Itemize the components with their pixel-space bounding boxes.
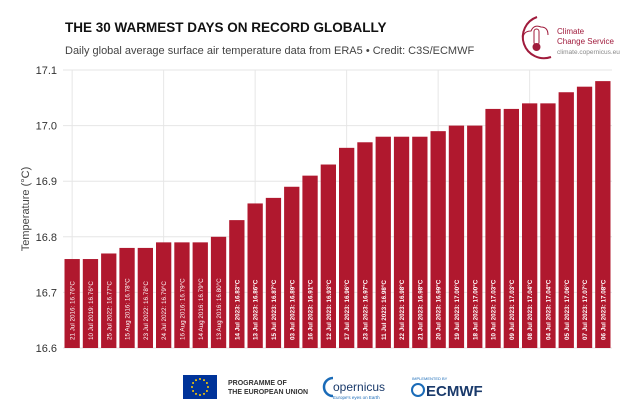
bar-data-label: 20 Jul 2023: 16.99°C <box>435 279 443 340</box>
bar <box>467 125 483 348</box>
bar <box>192 242 208 348</box>
eu-star-icon <box>195 379 197 382</box>
bar-data-label: 16 Aug 2016: 16.79°C <box>178 278 186 340</box>
bar-data-label: 06 Jul 2023: 17.08°C <box>599 279 607 340</box>
bar <box>137 247 153 348</box>
eu-star-icon <box>203 379 205 382</box>
bar-data-label: 24 Jul 2022: 16.79°C <box>160 281 168 340</box>
bar-data-label: 23 Jul 2023: 16.97°C <box>361 279 369 340</box>
bar-data-label: 16 Jul 2023: 16.91°C <box>307 279 315 340</box>
bar-data-label: 19 Jul 2023: 17.00°C <box>453 279 461 340</box>
bar <box>339 147 355 348</box>
bar <box>265 197 282 348</box>
bar-data-label: 18 Jul 2023: 17.00°C <box>471 279 479 340</box>
bar-data-label: 22 Jul 2023: 16.98°C <box>398 279 406 340</box>
bar-data-label: 17 Jul 2023: 16.96°C <box>343 279 351 340</box>
eu-text: PROGRAMME OF <box>228 380 287 387</box>
eu-text: THE EUROPEAN UNION <box>228 389 308 396</box>
bar-data-label: 21 Jul 2016: 16.76°C <box>69 281 77 340</box>
ecmwf-logo-icon <box>411 383 425 397</box>
bar <box>540 103 556 348</box>
ecmwf-text: ECMWF <box>426 383 483 400</box>
bar-data-label: 13 Aug 2016: 16.80°C <box>215 278 223 340</box>
bar-data-label: 23 Jul 2022: 16.78°C <box>142 281 150 340</box>
y-tick-label: 16.7 <box>36 287 57 299</box>
bar-data-label: 09 Jul 2023: 17.03°C <box>508 279 516 340</box>
eu-star-icon <box>195 392 197 395</box>
bar <box>210 236 227 348</box>
bar <box>247 203 263 348</box>
logo-text: Climate <box>557 27 585 36</box>
bar <box>412 136 428 348</box>
bar-chart: 21 Jul 2016: 16.76°C 10 Jul 2019: 16.76°C… <box>20 65 612 355</box>
eu-star-icon <box>205 390 208 392</box>
bar-data-label: 08 Jul 2023: 17.04°C <box>526 279 534 340</box>
bar-data-label: 15 Aug 2016: 16.78°C <box>124 278 132 340</box>
bar <box>576 86 593 349</box>
bar-data-label: 07 Jul 2023: 17.07°C <box>581 279 589 340</box>
eu-star-icon <box>192 382 195 384</box>
bar <box>174 242 190 348</box>
copernicus-tagline: Europe's eyes on Earth <box>333 395 380 400</box>
eu-star-icon <box>203 392 205 395</box>
bar <box>156 242 172 348</box>
bar <box>503 108 519 348</box>
bar <box>101 253 117 348</box>
bar <box>284 186 300 348</box>
y-tick-label: 16.9 <box>36 176 57 188</box>
bar <box>558 92 574 349</box>
bar-data-label: 14 Aug 2016: 16.79°C <box>197 278 205 340</box>
y-tick-label: 17.1 <box>36 65 57 77</box>
bar <box>229 220 245 348</box>
bar-data-label: 12 Jul 2023: 16.93°C <box>325 279 333 340</box>
bar <box>119 247 135 348</box>
bar <box>595 81 611 349</box>
chart-subtitle: Daily global average surface air tempera… <box>65 45 475 57</box>
bar <box>375 136 391 348</box>
bar <box>393 136 410 348</box>
eu-star-icon <box>199 394 201 396</box>
y-tick-label: 16.6 <box>36 343 57 355</box>
bar-data-label: 25 Jul 2022: 16.77°C <box>105 281 113 340</box>
bar <box>357 142 373 348</box>
bar <box>485 108 501 348</box>
logo-text: Change Service <box>557 37 614 46</box>
logo-url: climate.copernicus.eu <box>557 49 620 56</box>
c3s-logo: Climate Change Service climate.copernicu… <box>515 13 635 63</box>
bar-data-label: 11 Jul 2023: 16.98°C <box>380 280 388 340</box>
copernicus-logo-icon <box>322 376 334 398</box>
bar <box>64 259 80 348</box>
y-tick-label: 17.0 <box>36 121 57 133</box>
eu-star-icon <box>207 386 209 388</box>
bar <box>82 259 99 348</box>
bar-data-label: 03 Jul 2023: 16.89°C <box>288 279 296 340</box>
eu-star-icon <box>205 382 208 384</box>
bar <box>448 125 465 348</box>
bar-data-label: 13 Jul 2023: 16.86°C <box>252 279 260 340</box>
bar-data-label: 04 Jul 2023: 17.04°C <box>544 279 552 340</box>
eu-star-icon <box>199 378 201 380</box>
eu-star-icon <box>192 390 195 392</box>
bar <box>430 131 446 348</box>
bar-data-label: 10 Jul 2019: 16.76°C <box>87 281 95 340</box>
bar <box>522 103 538 348</box>
footer-logos: PROGRAMME OF THE EUROPEAN UNION opernicu… <box>0 372 640 412</box>
bar <box>320 164 336 348</box>
bar <box>302 175 318 348</box>
ecmwf-tagline: IMPLEMENTED BY <box>412 376 448 381</box>
y-axis-label: Temperature (°C) <box>20 167 32 251</box>
thermometer-cloud-icon <box>521 16 552 60</box>
bar-data-label: 10 Jul 2023: 17.03°C <box>490 279 498 340</box>
bar-data-label: 21 Jul 2023: 16.98°C <box>416 279 424 340</box>
bar-data-label: 15 Jul 2023: 16.87°C <box>270 279 278 340</box>
bar-data-label: 14 Jul 2023: 16.83°C <box>233 279 241 340</box>
y-tick-label: 16.8 <box>36 232 57 244</box>
eu-star-icon <box>191 386 193 388</box>
chart-title: THE 30 WARMEST DAYS ON RECORD GLOBALLY <box>65 20 387 35</box>
bar-data-label: 05 Jul 2023: 17.06°C <box>563 279 571 340</box>
copernicus-text: opernicus <box>333 380 385 394</box>
